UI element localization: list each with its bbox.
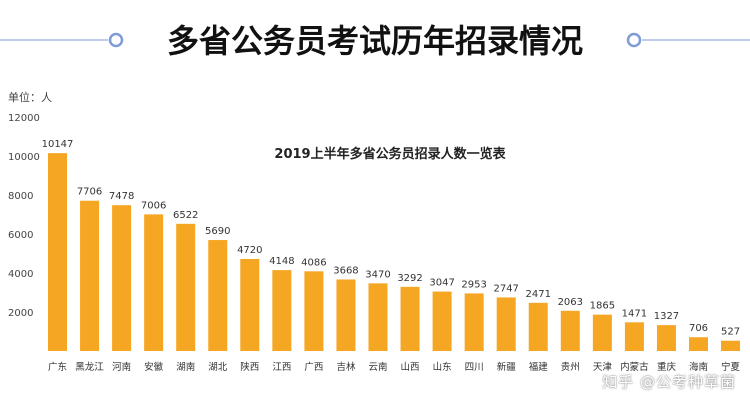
x-tick-label: 湖南 [176, 361, 195, 373]
y-tick-label: 2000 [8, 308, 33, 319]
bar-value-label: 7478 [109, 191, 134, 202]
x-tick-label: 黑龙江 [75, 361, 104, 373]
x-axis: 广东 黑龙江 河南 安徽 湖南 湖北 陕西 江西 广西 吉林 云南 山西 山东 四川 新疆 福建 贵州 天津 内蒙古… [48, 361, 741, 373]
bar [560, 310, 580, 351]
bar-value-label: 5690 [205, 226, 230, 237]
bar-value-label: 3470 [365, 269, 390, 280]
y-tick-label: 8000 [8, 191, 33, 202]
bar [464, 293, 484, 351]
bar-value-label: 2063 [558, 297, 583, 308]
bar-value-label: 2953 [461, 279, 486, 290]
bar-value-label: 1327 [654, 311, 679, 322]
chart-title: 2019上半年多省公务员招录人数一览表 [274, 146, 506, 162]
bar [208, 240, 228, 351]
x-tick-label: 吉林 [336, 361, 356, 373]
bar-value-label: 3292 [397, 273, 422, 284]
x-tick-label: 内蒙古 [620, 361, 649, 373]
title-ornament-left [108, 32, 124, 48]
bar [368, 283, 388, 351]
bar [80, 200, 100, 351]
bar-value-label: 3668 [333, 265, 358, 276]
header: 多省公务员考试历年招录情况 [0, 22, 750, 60]
data-labels: 10147 7706 7478 7006 6522 5690 4720 4148 4086 366… [42, 139, 741, 338]
bar [144, 214, 164, 351]
bar [336, 279, 356, 351]
bar-value-label: 4148 [269, 256, 294, 267]
bar [240, 258, 260, 351]
bar-value-label: 4720 [237, 245, 262, 256]
page-title: 多省公务员考试历年招录情况 [167, 22, 583, 60]
bar-value-label: 7006 [141, 200, 166, 211]
x-tick-label: 安徽 [144, 361, 164, 373]
bar-series [48, 153, 741, 351]
bar [496, 297, 516, 351]
x-tick-label: 天津 [593, 362, 613, 373]
bar [656, 325, 676, 351]
y-tick-label: 4000 [8, 269, 33, 280]
bar-value-label: 3047 [429, 278, 454, 289]
bar-value-label: 706 [689, 323, 708, 334]
x-tick-label: 重庆 [657, 361, 677, 373]
y-tick-label: 12000 [8, 113, 40, 124]
bar [304, 271, 324, 351]
bar-value-label: 7706 [77, 187, 102, 198]
bar-value-label: 2747 [493, 283, 518, 294]
x-tick-label: 陕西 [240, 361, 259, 373]
x-tick-label: 山西 [401, 362, 420, 373]
x-tick-label: 福建 [529, 361, 549, 373]
bar [48, 153, 67, 351]
bar-value-label: 6522 [173, 210, 198, 221]
bar [528, 302, 548, 351]
y-tick-label: 6000 [8, 230, 33, 241]
x-tick-label: 海南 [689, 361, 708, 373]
bar [689, 337, 708, 351]
x-tick-label: 山东 [433, 361, 452, 373]
bar [400, 286, 420, 351]
bar-value-label: 527 [721, 327, 740, 338]
x-tick-label: 广西 [304, 361, 323, 373]
x-tick-label: 贵州 [561, 361, 580, 373]
bar-value-label: 1471 [622, 308, 647, 319]
bar-value-label: 4086 [301, 257, 326, 268]
bar [112, 205, 132, 351]
bar [432, 291, 452, 351]
x-tick-label: 云南 [368, 361, 387, 373]
x-tick-label: 广东 [48, 361, 67, 373]
x-tick-label: 湖北 [208, 362, 228, 373]
y-tick-label: 10000 [8, 152, 40, 163]
x-tick-label: 河南 [112, 361, 131, 373]
x-tick-label: 宁夏 [721, 361, 741, 373]
x-tick-label: 江西 [272, 362, 291, 373]
bar [176, 223, 196, 351]
title-ornament-right [626, 32, 642, 48]
unit-label: 单位：人 [8, 90, 52, 104]
bar-value-label: 2471 [526, 289, 551, 300]
y-axis: 2000 4000 6000 8000 10000 12000 [8, 113, 40, 319]
bar [592, 314, 612, 351]
watermark: 知乎 @公考种草菌 [602, 373, 736, 391]
x-tick-label: 四川 [465, 362, 484, 373]
bar [624, 322, 644, 351]
x-tick-label: 新疆 [497, 361, 517, 373]
bar [272, 270, 292, 351]
bar [721, 340, 741, 351]
bar-value-label: 1865 [590, 301, 615, 312]
bar-value-label: 10147 [42, 139, 74, 150]
